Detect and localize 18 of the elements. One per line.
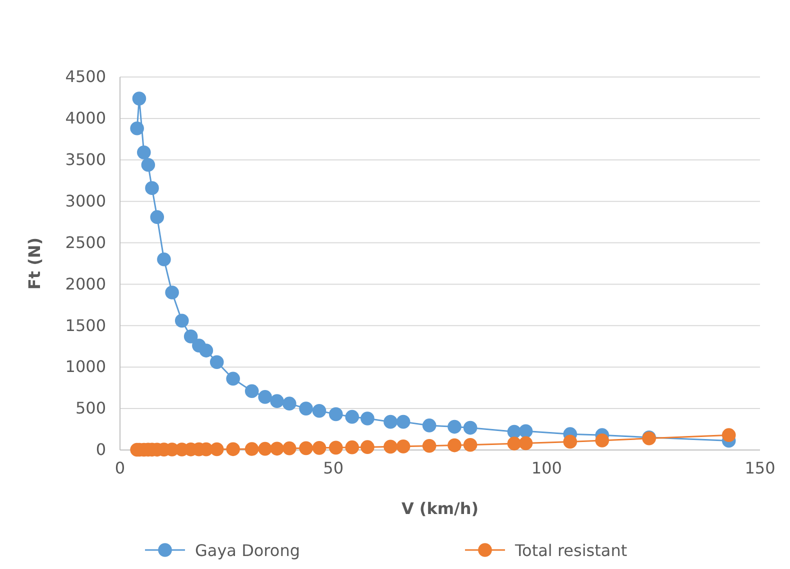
y-tick-label: 0 [96, 440, 106, 460]
y-axis-title: Ft (N) [25, 237, 44, 290]
y-tick-label: 4000 [65, 108, 106, 128]
y-tick-label: 1000 [65, 357, 106, 376]
x-tick-label: 150 [744, 458, 776, 478]
y-tick-label: 500 [75, 398, 106, 418]
y-tick-label: 2000 [65, 274, 106, 294]
x-tick-label: 100 [531, 458, 562, 478]
x-tick-label: 0 [114, 458, 126, 478]
x-axis-title: V (km/h) [401, 499, 479, 518]
y-tick-label: 4500 [65, 67, 106, 86]
y-tick-label: 2500 [65, 232, 106, 252]
y-tick-label: 3500 [65, 150, 106, 170]
x-tick-label: 50 [323, 458, 344, 478]
y-tick-label: 3000 [65, 191, 106, 210]
legend-label: Gaya Dorong [195, 541, 300, 560]
legend-label: Total resistant [514, 541, 628, 560]
y-tick-label: 1500 [65, 316, 106, 335]
